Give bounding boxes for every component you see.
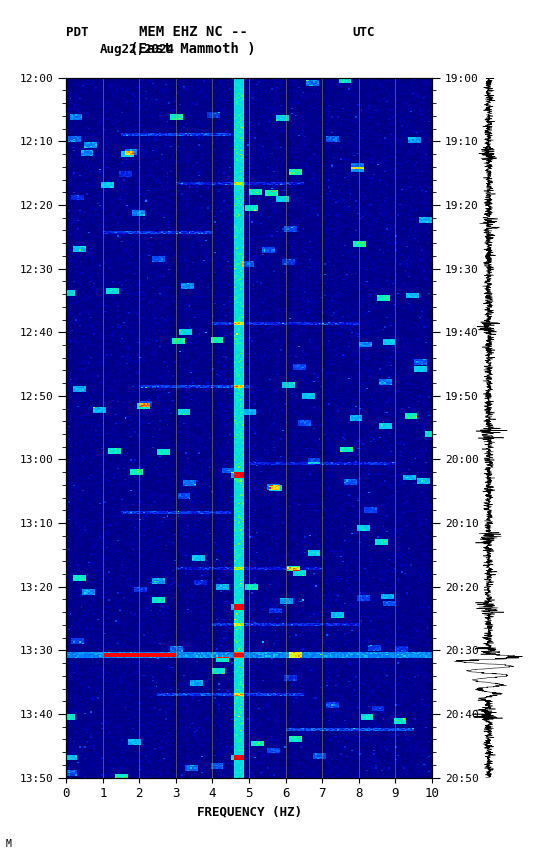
X-axis label: FREQUENCY (HZ): FREQUENCY (HZ)	[197, 806, 301, 819]
Text: (East Mammoth ): (East Mammoth )	[130, 42, 256, 56]
Text: UTC: UTC	[353, 26, 375, 39]
Text: MEM EHZ NC --: MEM EHZ NC --	[139, 25, 248, 39]
Text: M: M	[6, 839, 12, 848]
Text: PDT: PDT	[66, 26, 89, 39]
Text: Aug22,2024: Aug22,2024	[99, 43, 174, 56]
